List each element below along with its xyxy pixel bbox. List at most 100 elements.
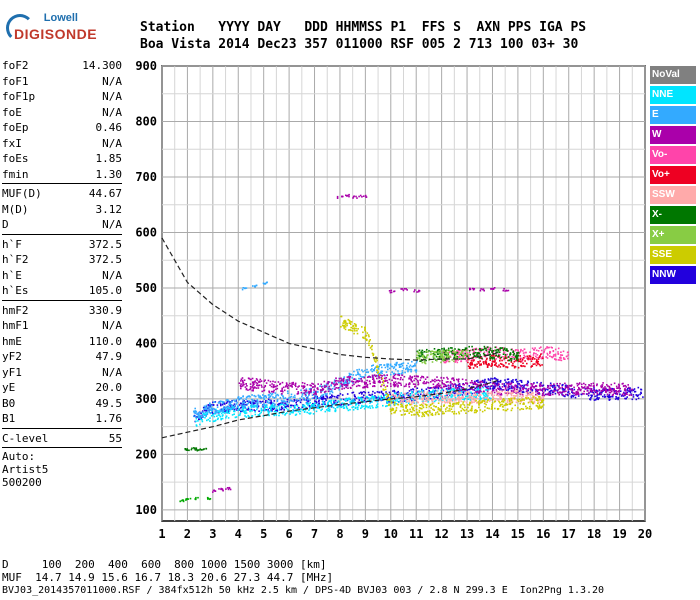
echo-point-nnw (590, 395, 593, 398)
echo-point-nne (451, 395, 454, 397)
echo-point-sse (445, 410, 447, 413)
echo-point-vo (479, 360, 481, 362)
echo-point-sse (384, 386, 387, 388)
echo-point-nne (457, 394, 459, 397)
echo-point-nnw (456, 388, 459, 390)
echo-point-ssw (497, 399, 500, 401)
echo-point-nnw (286, 405, 288, 407)
echo-point-ssw (443, 397, 445, 400)
echo-point-nnw (466, 389, 468, 391)
echo-point-vo (477, 348, 480, 351)
echo-point-x (462, 356, 464, 358)
echo-point-vo (486, 357, 488, 360)
echo-point-w (314, 386, 316, 388)
echo-point-x (458, 354, 461, 356)
echo-point-sse (540, 402, 542, 404)
echo-point-nne (394, 399, 397, 402)
echo-point-nne (303, 410, 306, 413)
echo-point-x (420, 353, 423, 355)
echo-point-w (585, 387, 588, 390)
echo-point-nnw (287, 405, 290, 408)
echo-point-sse (363, 337, 365, 339)
echo-point-nne (216, 418, 219, 421)
echo-point-x (505, 349, 507, 351)
echo-point-sse (539, 398, 541, 400)
echo-point-vo (475, 356, 477, 359)
echo-point-nnw (542, 390, 544, 392)
echo-point-x (435, 350, 437, 353)
echo-point-nne (475, 390, 477, 392)
echo-point-x (441, 356, 443, 359)
es-trace-point (229, 488, 232, 491)
echo-point-sse (400, 414, 403, 416)
echo-point-nnw (392, 395, 394, 398)
scaled-parameters-panel: foF2 14.300 foF1 N/A foF1p N/A foE N/A foEp 0.46 f… (2, 58, 122, 489)
echo-point-w (557, 391, 559, 394)
echo-point-w (273, 384, 275, 386)
echo-point-nnw (283, 409, 285, 411)
echo-point-vo (557, 347, 560, 350)
echo-point-w (302, 387, 305, 389)
echo-point-w (283, 389, 286, 392)
echo-point-e (353, 370, 355, 373)
param-label: M(D) (2, 202, 29, 216)
echo-point-e (345, 381, 347, 383)
echo-point-nnw (305, 407, 308, 409)
echo-point-nnw (385, 391, 387, 393)
echo-point-ssw (496, 390, 498, 393)
echo-point-vo (562, 357, 565, 359)
echo-point-w (313, 389, 315, 391)
echo-point-nne (248, 408, 251, 411)
echo-point-nne (302, 409, 304, 412)
echo-point-nnw (293, 409, 295, 412)
echo-point-w (393, 374, 396, 377)
echo-point-w (625, 386, 627, 388)
echo-point-x (425, 357, 428, 359)
echo-point-vo (467, 354, 469, 356)
echo-point-sse (538, 396, 540, 398)
echo-point-ssw (478, 394, 480, 396)
echo-point-nne (458, 391, 461, 393)
echo-point-nnw (505, 381, 507, 383)
echo-point-sse (451, 411, 454, 413)
echo-point-vo (499, 362, 502, 365)
echo-point-e (241, 404, 243, 406)
echo-point-x (430, 350, 432, 353)
echo-point-sse (479, 402, 481, 404)
echo-point-nnw (419, 393, 422, 396)
es-trace-point (195, 496, 197, 499)
echo-point-nnw (221, 403, 224, 406)
echo-point-nne (435, 399, 437, 402)
echo-point-w (297, 392, 299, 395)
echo-point-sse (427, 410, 429, 413)
echo-point-nne (463, 398, 465, 401)
echo-point-w (366, 386, 369, 389)
param-row: hmF2 330.9 (2, 303, 122, 319)
echo-point-sse (470, 410, 473, 412)
param-row: D N/A (2, 217, 122, 233)
echo-point-x (517, 351, 520, 354)
echo-point-sse (452, 402, 455, 405)
echo-point-nnw (603, 389, 606, 392)
echo-point-vo (555, 358, 557, 361)
echo-point-ssw (405, 398, 407, 400)
echo-point-nne (369, 405, 371, 407)
echo-point-nne (440, 390, 443, 392)
echo-point-vo (484, 355, 487, 358)
echo-point-w (479, 381, 481, 384)
echo-point-vo (545, 356, 547, 358)
echo-point-e (391, 365, 394, 368)
param-row: fmin 1.30 (2, 167, 122, 183)
echo-point-nnw (240, 410, 242, 413)
echo-point-w (507, 384, 510, 387)
echo-point-nne (268, 414, 270, 417)
echo-point-nne (433, 400, 436, 403)
echo-point-w (570, 388, 572, 391)
echo-point-e (340, 380, 342, 383)
echo-point-nne (445, 396, 447, 398)
echo-point-w (353, 383, 355, 386)
echo-point-e (396, 361, 398, 364)
echo-point-w (372, 377, 375, 380)
echo-point-w (425, 381, 428, 383)
echo-point-nne (366, 395, 368, 398)
